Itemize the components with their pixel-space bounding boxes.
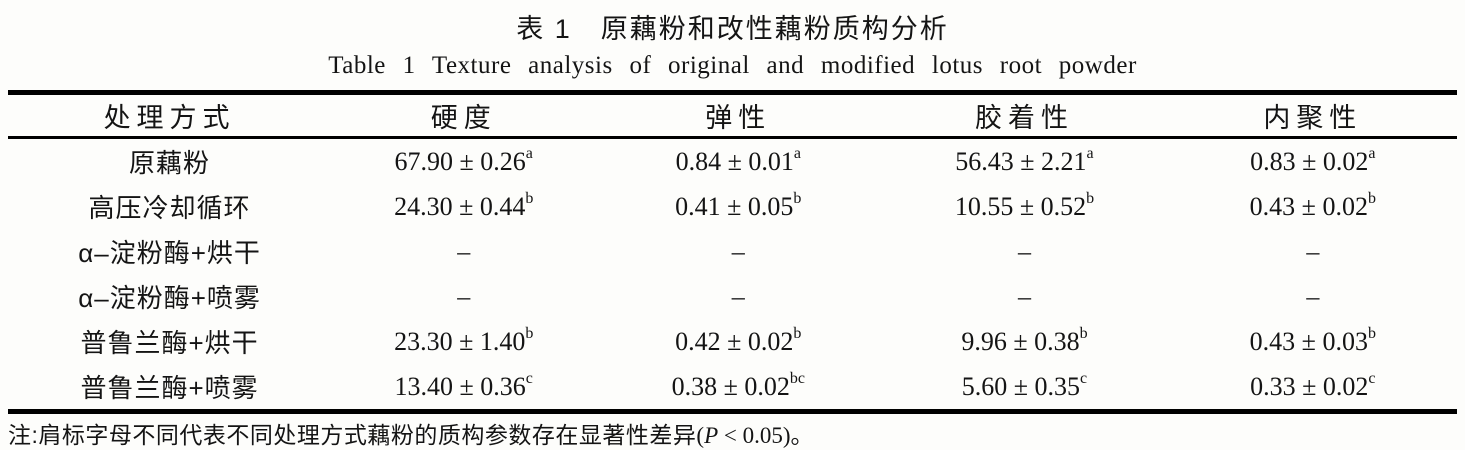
note-threshold: < 0.05)。 [718, 423, 814, 448]
measurement-value: – [731, 236, 745, 266]
value-cell: 0.43 ± 0.03b [1169, 319, 1457, 364]
measurement-value: – [1017, 236, 1031, 266]
table-row: α–淀粉酶+烘干 – – – – [8, 229, 1457, 274]
column-header-0: 处理方式 [8, 92, 332, 139]
significance-superscript: b [1367, 189, 1376, 207]
value-cell: 67.90 ± 0.26a [331, 138, 596, 185]
measurement-value: 0.38 ± 0.02 [671, 371, 790, 401]
row-label: 普鲁兰酶+喷雾 [80, 373, 259, 403]
value-cell: – [596, 274, 880, 319]
significance-superscript: b [1086, 189, 1095, 207]
significance-superscript: a [793, 144, 801, 162]
value-cell: – [1169, 274, 1457, 319]
row-label: 高压冷却循环 [88, 193, 251, 223]
value-cell: – [880, 229, 1168, 274]
column-header-2: 弹性 [596, 92, 881, 139]
column-header-3: 胶着性 [880, 92, 1169, 139]
note-pvalue: (P < 0.05)。 [696, 423, 813, 448]
row-label: α–淀粉酶+烘干 [78, 238, 261, 268]
measurement-value: 23.30 ± 1.40 [394, 326, 526, 356]
measurement-value: – [457, 236, 471, 266]
header-row: 处理方式 硬度 弹性 胶着性 内聚性 [8, 92, 1457, 139]
table-note: 注:肩标字母不同代表不同处理方式藕粉的质构参数存在显著性差异(P < 0.05)… [8, 421, 1465, 450]
value-cell: – [331, 274, 596, 319]
note-paren-open: ( [696, 423, 705, 448]
note-text: 注:肩标字母不同代表不同处理方式藕粉的质构参数存在显著性差异 [8, 422, 697, 448]
measurement-value: 67.90 ± 0.26 [394, 146, 526, 176]
measurement-value: 0.33 ± 0.02 [1250, 371, 1369, 401]
measurement-value: 9.96 ± 0.38 [961, 326, 1080, 356]
significance-superscript: b [793, 324, 802, 342]
measurement-value: 0.84 ± 0.01 [675, 146, 794, 176]
significance-superscript: b [793, 189, 802, 207]
column-header-1: 硬度 [331, 92, 597, 139]
measurement-value: 0.43 ± 0.03 [1249, 326, 1368, 356]
significance-superscript: a [1368, 144, 1376, 162]
measurement-value: 13.40 ± 0.36 [394, 371, 526, 401]
row-label: 普鲁兰酶+烘干 [80, 328, 259, 358]
table-title-en: Table 1 Texture analysis of original and… [328, 52, 1137, 79]
value-cell: 0.42 ± 0.02b [596, 319, 880, 364]
value-cell: 23.30 ± 1.40b [331, 319, 596, 364]
significance-superscript: c [1080, 369, 1088, 387]
measurement-value: 56.43 ± 2.21 [955, 146, 1087, 176]
value-cell: 0.33 ± 0.02c [1169, 364, 1457, 412]
significance-superscript: bc [789, 369, 805, 387]
table-row: 原藕粉 67.90 ± 0.26a 0.84 ± 0.01a 56.43 ± 2.21… [8, 138, 1457, 185]
measurement-value: – [1017, 281, 1031, 311]
value-cell: 0.43 ± 0.02b [1169, 184, 1457, 229]
table-row: α–淀粉酶+喷雾 – – – – [8, 274, 1457, 319]
value-cell: – [331, 229, 596, 274]
row-label: α–淀粉酶+喷雾 [78, 283, 261, 313]
table-row: 普鲁兰酶+烘干 23.30 ± 1.40b 0.42 ± 0.02b 9.96 ± 0… [8, 319, 1457, 364]
measurement-value: 0.43 ± 0.02 [1249, 191, 1368, 221]
measurement-value: – [731, 281, 745, 311]
table-body: 原藕粉 67.90 ± 0.26a 0.84 ± 0.01a 56.43 ± 2.21… [8, 138, 1457, 412]
significance-superscript: b [525, 324, 534, 342]
value-cell: – [1169, 229, 1457, 274]
measurement-value: – [1306, 236, 1320, 266]
measurement-value: 24.30 ± 0.44 [394, 191, 526, 221]
value-cell: 56.43 ± 2.21a [880, 138, 1168, 185]
table-row: 高压冷却循环 24.30 ± 0.44b 0.41 ± 0.05b 10.55 ± 0… [8, 184, 1457, 229]
table-row: 普鲁兰酶+喷雾 13.40 ± 0.36c 0.38 ± 0.02bc 5.60 ± … [8, 364, 1457, 412]
value-cell: 5.60 ± 0.35c [880, 364, 1168, 412]
significance-superscript: c [1368, 369, 1376, 387]
note-p-symbol: P [704, 423, 719, 448]
measurement-value: – [457, 281, 471, 311]
measurement-value: 10.55 ± 0.52 [954, 191, 1087, 221]
column-header-4: 内聚性 [1168, 92, 1457, 139]
significance-superscript: c [525, 369, 533, 387]
texture-analysis-table: 处理方式 硬度 弹性 胶着性 内聚性 原藕粉 67.90 ± 0.26a 0.84 ± 0.… [8, 90, 1457, 414]
value-cell: 9.96 ± 0.38b [880, 319, 1168, 364]
significance-superscript: a [1086, 144, 1094, 162]
value-cell: – [596, 229, 880, 274]
value-cell: 0.84 ± 0.01a [596, 138, 880, 185]
significance-superscript: b [525, 189, 534, 207]
measurement-value: 0.83 ± 0.02 [1250, 146, 1369, 176]
measurement-value: 5.60 ± 0.35 [961, 371, 1081, 401]
table-title-zh: 表 1 原藕粉和改性藕粉质构分析 [516, 14, 949, 44]
value-cell: 13.40 ± 0.36c [331, 364, 596, 412]
value-cell: 10.55 ± 0.52b [880, 184, 1168, 229]
significance-superscript: b [1367, 324, 1376, 342]
table-header: 处理方式 硬度 弹性 胶着性 内聚性 [8, 92, 1457, 139]
measurement-value: 0.42 ± 0.02 [675, 326, 794, 356]
measurement-value: 0.41 ± 0.05 [675, 191, 794, 221]
value-cell: – [880, 274, 1168, 319]
significance-superscript: a [525, 144, 533, 162]
value-cell: 0.38 ± 0.02bc [596, 364, 880, 412]
row-label: 原藕粉 [129, 148, 211, 178]
value-cell: 0.83 ± 0.02a [1169, 138, 1457, 185]
value-cell: 0.41 ± 0.05b [596, 184, 880, 229]
measurement-value: – [1306, 281, 1320, 311]
value-cell: 24.30 ± 0.44b [331, 184, 596, 229]
significance-superscript: b [1079, 324, 1088, 342]
